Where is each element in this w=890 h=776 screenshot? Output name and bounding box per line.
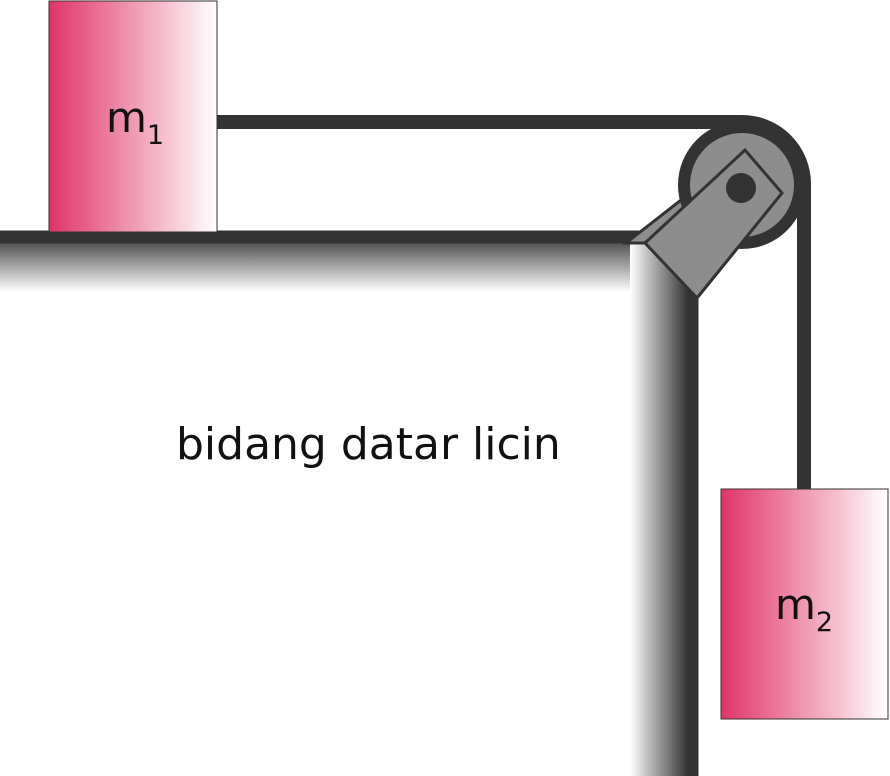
mass1-symbol: m: [106, 93, 147, 142]
table-side-shading: [630, 234, 688, 776]
rope: [217, 115, 811, 489]
mass2-subscript: 2: [816, 607, 833, 638]
table-edge: [0, 230, 699, 776]
mass2-symbol: m: [775, 580, 816, 629]
mass1-label: m1: [106, 93, 164, 151]
table: [0, 230, 699, 776]
pulley: [642, 121, 806, 301]
mass2-label: m2: [775, 580, 833, 638]
block-m1-body: [48, 0, 218, 233]
table-top-shading: [0, 234, 692, 292]
block-m1: m1: [48, 0, 218, 233]
surface-caption: bidang datar licin: [176, 419, 561, 470]
block-m2: m2: [720, 488, 889, 720]
block-m2-body: [720, 488, 889, 720]
pulley-axle: [726, 173, 756, 203]
mass1-subscript: 1: [147, 120, 164, 151]
